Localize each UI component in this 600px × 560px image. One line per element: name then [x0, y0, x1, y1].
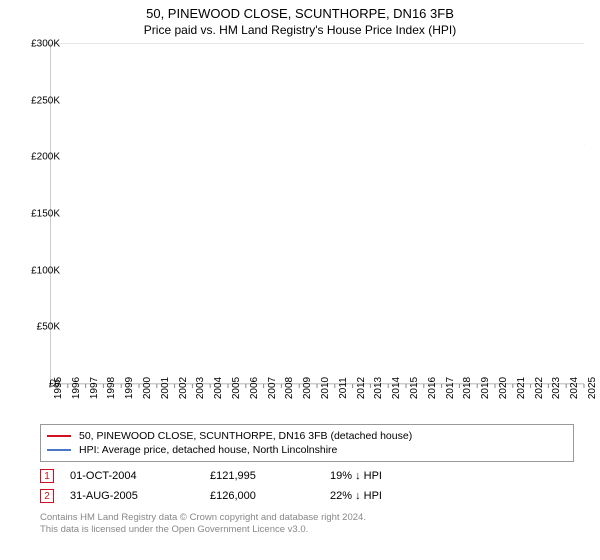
plot-background: [50, 44, 584, 384]
legend-row: HPI: Average price, detached house, Nort…: [47, 443, 567, 457]
x-tick-label: 2008: [284, 377, 295, 399]
legend-swatch: [47, 435, 71, 437]
x-tick-label: 1996: [71, 377, 82, 399]
y-tick-label: £50K: [37, 322, 60, 333]
sales-row: 2 31-AUG-2005£126,00022% ↓ HPI: [40, 486, 410, 506]
y-tick-label: £200K: [31, 152, 60, 163]
legend-swatch: [47, 449, 71, 451]
x-tick-label: 2002: [178, 377, 189, 399]
footnote-line: This data is licensed under the Open Gov…: [40, 524, 366, 536]
x-tick-label: 2000: [142, 377, 153, 399]
legend-box: 50, PINEWOOD CLOSE, SCUNTHORPE, DN16 3FB…: [40, 424, 574, 462]
footnote: Contains HM Land Registry data © Crown c…: [40, 512, 366, 537]
x-tick-label: 2011: [338, 377, 349, 399]
x-tick-label: 1997: [89, 377, 100, 399]
sale-pct: 19% ↓ HPI: [330, 470, 410, 482]
x-tick-label: 2006: [249, 377, 260, 399]
x-tick-label: 2014: [391, 377, 402, 399]
x-tick-label: 2021: [516, 377, 527, 399]
x-tick-label: 2013: [373, 377, 384, 399]
x-tick-label: 2024: [569, 377, 580, 399]
x-tick-label: 2003: [195, 377, 206, 399]
footnote-line: Contains HM Land Registry data © Crown c…: [40, 512, 366, 524]
x-tick-label: 2019: [480, 377, 491, 399]
x-tick-label: 2009: [302, 377, 313, 399]
x-tick-label: 2025: [587, 377, 598, 399]
y-tick-label: £150K: [31, 209, 60, 220]
x-tick-label: 2001: [160, 377, 171, 399]
x-tick-label: 2020: [498, 377, 509, 399]
x-tick-label: 2015: [409, 377, 420, 399]
legend-label: HPI: Average price, detached house, Nort…: [79, 444, 337, 456]
legend-label: 50, PINEWOOD CLOSE, SCUNTHORPE, DN16 3FB…: [79, 430, 412, 442]
x-tick-label: 2005: [231, 377, 242, 399]
sale-marker-icon: 2: [40, 489, 54, 503]
x-tick-label: 2016: [427, 377, 438, 399]
x-tick-label: 2018: [462, 377, 473, 399]
sales-table: 1 01-OCT-2004£121,99519% ↓ HPI 2 31-AUG-200…: [40, 466, 410, 506]
sale-pct: 22% ↓ HPI: [330, 490, 410, 502]
y-tick-label: £300K: [31, 39, 60, 50]
chart-area: 12: [50, 44, 584, 384]
page-subtitle: Price paid vs. HM Land Registry's House …: [0, 21, 600, 41]
sale-date: 01-OCT-2004: [70, 470, 210, 482]
chart-container: 50, PINEWOOD CLOSE, SCUNTHORPE, DN16 3FB…: [0, 0, 600, 560]
y-tick-label: £100K: [31, 265, 60, 276]
sale-price: £121,995: [210, 470, 330, 482]
sale-date: 31-AUG-2005: [70, 490, 210, 502]
x-tick-label: 2012: [356, 377, 367, 399]
x-tick-label: 2022: [534, 377, 545, 399]
sale-marker-icon: 1: [40, 469, 54, 483]
sales-row: 1 01-OCT-2004£121,99519% ↓ HPI: [40, 466, 410, 486]
legend-row: 50, PINEWOOD CLOSE, SCUNTHORPE, DN16 3FB…: [47, 429, 567, 443]
x-tick-label: 2017: [445, 377, 456, 399]
x-tick-label: 1998: [106, 377, 117, 399]
y-tick-label: £250K: [31, 95, 60, 106]
x-tick-label: 2007: [267, 377, 278, 399]
x-tick-label: 2023: [551, 377, 562, 399]
x-tick-label: 2004: [213, 377, 224, 399]
x-tick-label: 2010: [320, 377, 331, 399]
x-tick-label: 1999: [124, 377, 135, 399]
sale-price: £126,000: [210, 490, 330, 502]
x-tick-label: 1995: [53, 377, 64, 399]
page-title: 50, PINEWOOD CLOSE, SCUNTHORPE, DN16 3FB: [0, 0, 600, 21]
